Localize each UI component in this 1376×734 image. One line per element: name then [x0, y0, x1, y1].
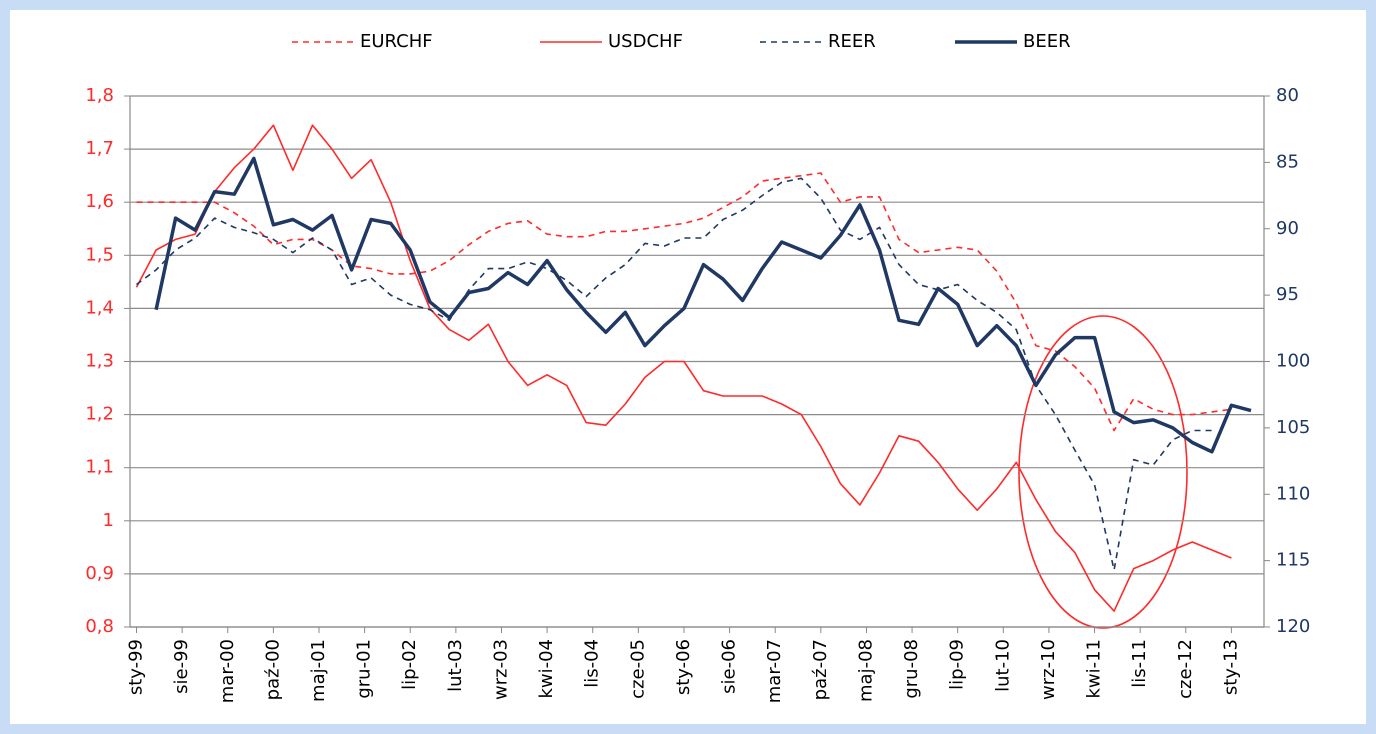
y-tick-label: 0,8	[85, 616, 114, 637]
y-tick-label: 1,8	[85, 85, 114, 106]
y2-tick-label: 100	[1276, 351, 1310, 372]
x-tick-label: wrz-10	[1038, 639, 1059, 700]
x-tick-label: paź-00	[262, 639, 283, 700]
y-tick-label: 1,4	[85, 297, 114, 318]
y-tick-label: 1,1	[85, 457, 114, 478]
x-tick-label: lut-10	[992, 639, 1013, 692]
y2-tick-label: 110	[1276, 483, 1310, 504]
x-tick-label: kwi-11	[1084, 639, 1105, 699]
highlight-ellipse	[1018, 315, 1188, 629]
y-tick-label: 1	[103, 510, 114, 531]
x-tick-label: gru-08	[901, 639, 922, 699]
x-tick-label: sty-99	[126, 639, 147, 695]
x-tick-label: maj-08	[855, 639, 876, 702]
y2-tick-label: 90	[1276, 218, 1299, 239]
y-tick-label: 1,7	[85, 138, 114, 159]
x-tick-label: cze-05	[627, 639, 648, 699]
y-tick-label: 1,2	[85, 404, 114, 425]
x-tick-label: maj-01	[308, 639, 329, 702]
y2-tick-label: 115	[1276, 550, 1310, 571]
x-tick-label: paź-07	[810, 639, 831, 700]
x-tick-label: lip-09	[947, 639, 968, 690]
x-tick-label: mar-07	[764, 639, 785, 703]
x-tick-label: sty-13	[1220, 639, 1241, 695]
y2-tick-label: 95	[1276, 284, 1299, 305]
x-tick-label: lis-11	[1129, 639, 1150, 688]
y2-tick-label: 105	[1276, 417, 1310, 438]
x-tick-label: sie-06	[719, 639, 740, 694]
y-tick-label: 1,3	[85, 351, 114, 372]
x-tick-label: lis-04	[582, 639, 603, 688]
series-line	[154, 156, 1252, 454]
y-tick-label: 0,9	[85, 563, 114, 584]
y2-tick-label: 85	[1276, 151, 1299, 172]
x-tick-label: lip-02	[399, 639, 420, 690]
x-tick-label: lut-03	[445, 639, 466, 692]
legend-label: USDCHF	[608, 31, 683, 52]
legend-label: EURCHF	[360, 31, 433, 52]
legend-label: REER	[828, 31, 876, 52]
x-tick-label: wrz-03	[490, 639, 511, 700]
series-line	[135, 124, 1232, 612]
y-tick-label: 1,6	[85, 191, 114, 212]
x-tick-label: sie-99	[171, 639, 192, 694]
x-tick-label: mar-00	[217, 639, 238, 703]
x-tick-label: sty-06	[673, 639, 694, 695]
x-tick-label: kwi-04	[536, 639, 557, 699]
y2-tick-label: 80	[1276, 85, 1299, 106]
y2-tick-label: 120	[1276, 616, 1310, 637]
y-tick-label: 1,5	[85, 244, 114, 265]
x-tick-label: cze-12	[1175, 639, 1196, 699]
legend-label: BEER	[1023, 31, 1071, 52]
x-tick-label: gru-01	[354, 639, 375, 699]
